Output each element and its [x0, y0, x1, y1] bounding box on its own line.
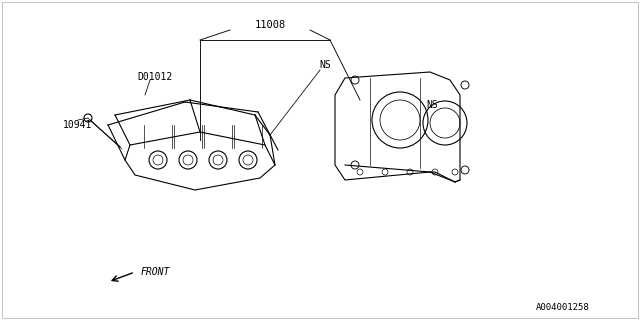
Text: NS: NS — [319, 60, 331, 70]
Text: 11008: 11008 — [254, 20, 285, 30]
Text: D01012: D01012 — [138, 72, 173, 82]
Text: 10941: 10941 — [63, 120, 93, 130]
Text: A004001258: A004001258 — [536, 303, 590, 313]
Text: NS: NS — [426, 100, 438, 110]
Text: FRONT: FRONT — [140, 267, 170, 277]
